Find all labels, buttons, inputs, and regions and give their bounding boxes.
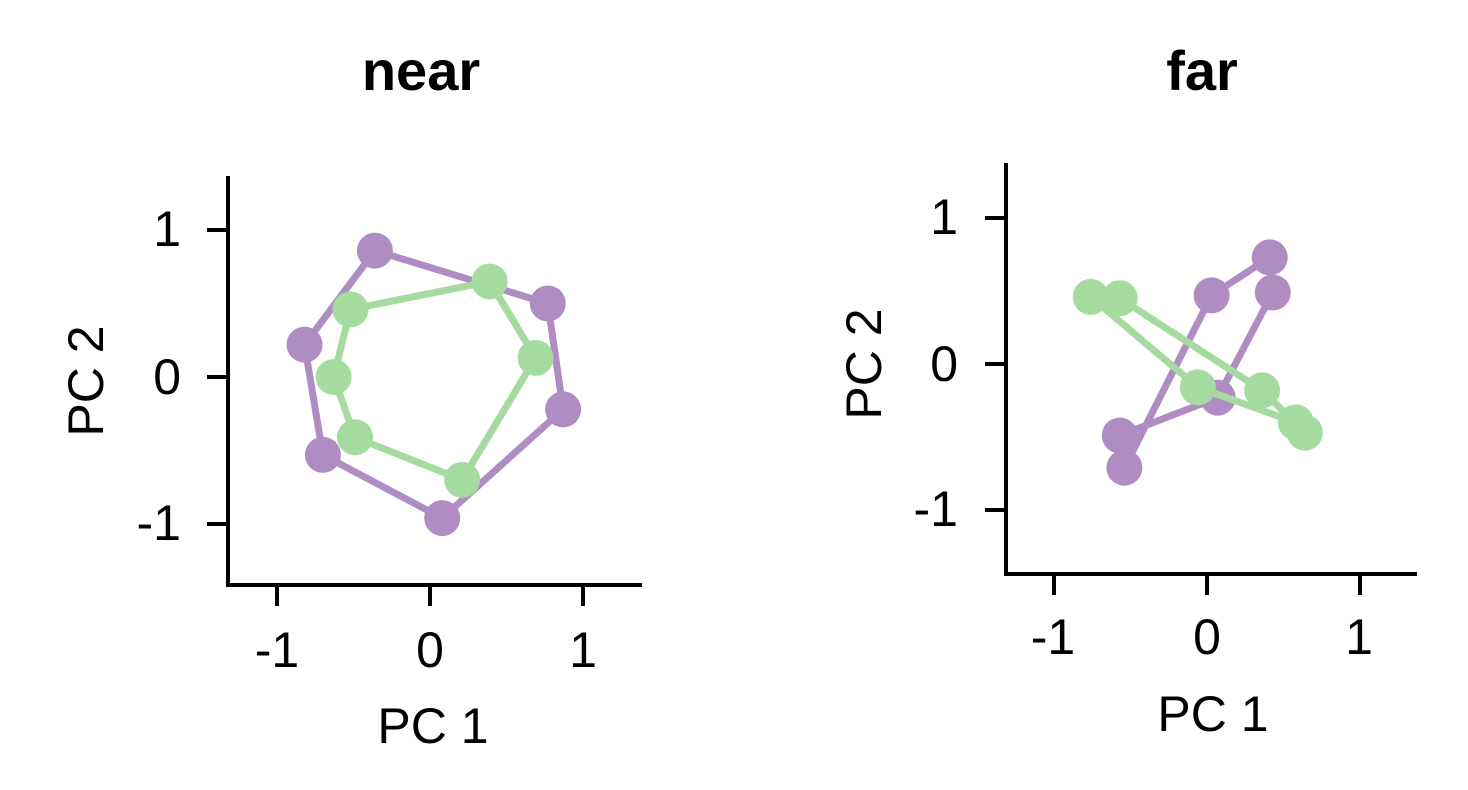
data-point-purple	[1254, 274, 1291, 311]
x-tick-label: 0	[416, 622, 444, 678]
x-tick-label: -1	[1030, 609, 1076, 665]
data-point-green	[315, 359, 352, 395]
x-tick-label: 1	[1345, 609, 1373, 665]
data-point-purple	[1106, 449, 1143, 486]
plot-near	[207, 176, 642, 606]
data-point-purple	[529, 285, 566, 322]
y-tick-label: 0	[930, 336, 958, 392]
data-point-purple	[356, 232, 393, 269]
axis-spines	[226, 176, 642, 587]
data-point-purple	[1101, 417, 1138, 454]
data-point-purple	[1193, 277, 1230, 314]
data-point-green	[1277, 404, 1314, 441]
data-point-green	[1072, 278, 1109, 315]
data-point-purple	[286, 326, 323, 363]
data-point-green	[1244, 372, 1281, 409]
y-tick-label: 1	[930, 189, 958, 245]
axis-spines	[1004, 163, 1417, 576]
data-point-green	[517, 339, 554, 376]
plot-title-near: near	[361, 39, 481, 102]
x-tick-label: 0	[1193, 609, 1221, 665]
y-tick-label: -1	[913, 481, 958, 537]
plot-title-far: far	[1166, 39, 1238, 102]
y-tick-label: 1	[153, 201, 181, 257]
data-point-purple	[545, 391, 582, 428]
x-tick-label: -1	[254, 622, 300, 678]
data-point-green	[444, 461, 481, 498]
y-tick-label: -1	[136, 495, 181, 551]
x-axis-label-near: PC 1	[377, 698, 489, 754]
data-point-purple	[1251, 239, 1288, 276]
y-tick-label: 0	[153, 349, 181, 405]
x-axis-label-far: PC 1	[1157, 686, 1269, 742]
x-tick-label: 1	[569, 622, 597, 678]
data-point-green	[337, 419, 374, 456]
data-point-green	[1101, 280, 1138, 317]
data-point-green	[1179, 369, 1216, 406]
data-point-green	[471, 263, 508, 300]
data-point-purple	[304, 436, 341, 473]
data-point-green	[332, 291, 369, 328]
plot-far	[985, 163, 1417, 595]
data-point-purple	[424, 500, 461, 537]
